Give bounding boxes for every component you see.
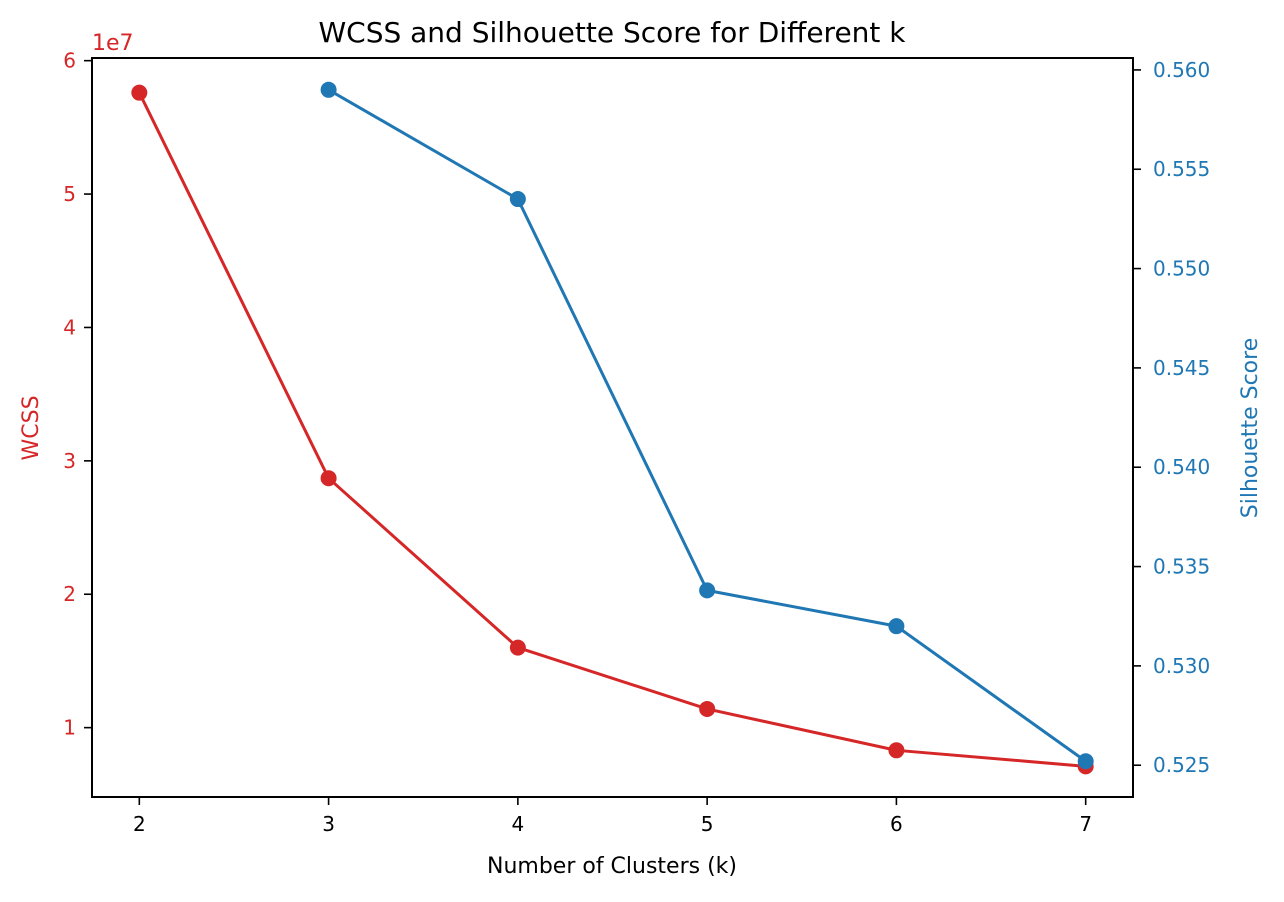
silhouette-point [320,81,337,98]
silhouette-tick-label: 0.540 [1153,455,1210,479]
x-tick-label: 7 [1079,812,1092,836]
silhouette-point [699,582,716,599]
x-tick-label: 3 [322,812,335,836]
x-tick-label: 2 [133,812,146,836]
series-layer [131,81,1094,775]
silhouette-point [509,191,526,208]
x-tick-label: 6 [890,812,903,836]
x-axis: 2 3 4 5 6 7 [133,797,1092,836]
wcss-point [699,700,716,717]
silhouette-tick-label: 0.525 [1153,753,1210,777]
silhouette-tick-label: 0.560 [1153,58,1210,82]
wcss-point [131,84,148,101]
wcss-tick-label: 5 [63,182,76,206]
silhouette-point [888,618,905,635]
wcss-line [137,92,1086,768]
silhouette-tick-label: 0.535 [1153,555,1210,579]
wcss-tick-label: 2 [63,582,76,606]
wcss-point [888,742,905,759]
wcss-tick-label: 1 [63,716,76,740]
wcss-axis-label: WCSS [19,395,44,460]
wcss-tick-label: 6 [63,49,76,73]
plot-frame [91,57,1134,798]
wcss-point [509,639,526,656]
wcss-offset-text: 1e7 [92,31,134,56]
silhouette-tick-label: 0.530 [1153,654,1210,678]
silhouette-point [1077,753,1094,770]
x-tick-label: 4 [511,812,524,836]
x-axis-label: Number of Clusters (k) [487,854,737,879]
silhouette-tick-label: 0.550 [1153,257,1210,281]
silhouette-axis-label: Silhouette Score [1238,338,1263,518]
wcss-point [320,470,337,487]
wcss-tick-label: 3 [63,449,76,473]
x-tick-label: 5 [701,812,714,836]
wcss-tick-label: 4 [63,315,76,339]
silhouette-tick-label: 0.545 [1153,356,1210,380]
chart-title: WCSS and Silhouette Score for Different … [318,16,906,49]
silhouette-tick-label: 0.555 [1153,157,1210,181]
silhouette-axis: 0.525 0.530 0.535 0.540 0.545 0.550 0.555 0.560 [1133,58,1210,777]
wcss-axis: 1 2 3 4 5 6 [63,49,92,740]
